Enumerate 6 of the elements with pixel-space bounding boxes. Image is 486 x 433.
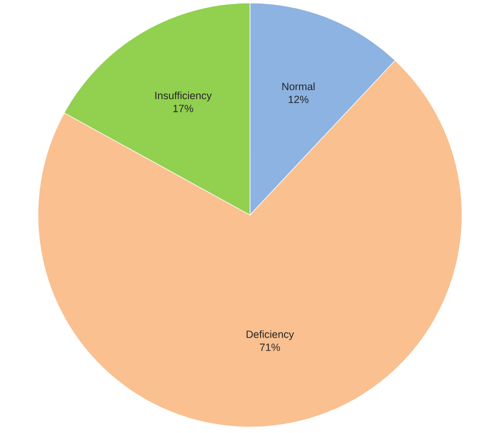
slice-label: Insufficiency	[155, 92, 212, 102]
slice-label: Deficiency	[246, 330, 294, 340]
data-label: 71%	[260, 344, 280, 351]
data-label: 17%	[173, 104, 194, 112]
data-label: 12%	[288, 96, 308, 104]
slice-label: Normal	[282, 82, 315, 90]
